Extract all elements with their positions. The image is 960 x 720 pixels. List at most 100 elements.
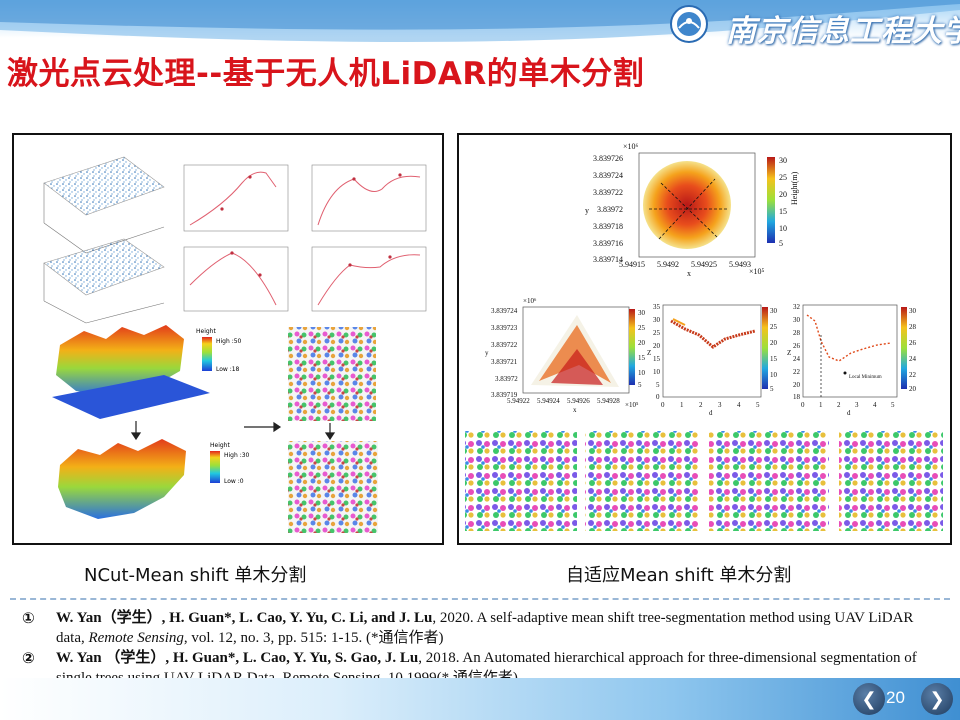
legend-high-top: High :50 [216, 338, 242, 345]
colorbar-tick: 24 [909, 355, 917, 363]
reference-list: ① W. Yan（学生）, H. Guan*, L. Cao, Y. Yu, C… [18, 608, 918, 688]
y-axis-label: Z [787, 349, 791, 357]
ncut-figure: Height High :50 Low :18 Height High :30 … [43, 156, 427, 533]
y-tick: 3.839719 [491, 391, 518, 399]
colorbar [901, 307, 907, 389]
legend-low-top: Low :18 [216, 366, 240, 373]
x-tick: 2 [699, 401, 703, 409]
profile-z-plot: 35 30 25 20 15 10 5 0 Z 0 1 2 3 4 5 d 30… [647, 303, 778, 417]
y-tick: 26 [793, 342, 801, 350]
height-cloud-bottom: Height High :30 Low :0 [58, 439, 250, 519]
x-tick: 1 [819, 401, 823, 409]
right-figure-panel: ×10⁶ 3.839726 3.839724 3.839722 3.83972 … [457, 133, 952, 545]
y-tick: 32 [793, 303, 801, 311]
x-tick: 5.94926 [567, 397, 590, 405]
header-wave [0, 0, 960, 43]
x-tick: 2 [837, 401, 841, 409]
colorbar-tick: 20 [779, 190, 787, 199]
colorbar-tick: 15 [770, 355, 778, 363]
colorbar [629, 309, 635, 385]
reference-authors: W. Yan（学生）, H. Guan*, L. Cao, Y. Yu, C. … [56, 610, 433, 626]
colorbar-tick: 10 [770, 371, 778, 379]
colorbar [767, 157, 775, 243]
x-tick: 5.94924 [537, 397, 560, 405]
y-tick: 20 [793, 381, 801, 389]
y-tick: 3.839718 [593, 222, 623, 231]
x-tick: 0 [661, 401, 665, 409]
x-tick: 4 [737, 401, 741, 409]
segmentation-result-2 [585, 431, 699, 531]
colorbar-tick: 20 [909, 385, 917, 393]
colorbar-tick: 30 [638, 309, 646, 317]
segmentation-top [288, 327, 376, 421]
x-tick: 5.9492 [657, 260, 679, 269]
colorbar-tick: 5 [770, 385, 774, 393]
colorbar-tick: 25 [770, 323, 778, 331]
right-caption: 自适应Mean shift 单木分割 [566, 565, 792, 586]
segmentation-result-4 [839, 431, 943, 531]
x-axis-label: d [709, 409, 713, 417]
colorbar-tick: 15 [779, 207, 787, 216]
height-cloud-top: Height High :50 Low :18 [52, 325, 242, 419]
x-axis-label: d [847, 409, 851, 417]
reference-text: , 2020. A self-adaptive mean shift tree-… [56, 610, 914, 646]
y-tick: 3.83972 [597, 205, 623, 214]
surface-plot-bottom [43, 238, 165, 324]
y-tick: 3.839726 [593, 154, 623, 163]
x-tick: 5.94915 [619, 260, 645, 269]
x-exponent: ×10⁵ [749, 267, 765, 276]
segmentation-result-3 [709, 431, 829, 531]
y-tick: 28 [793, 329, 801, 337]
colorbar-tick: 10 [638, 369, 646, 377]
colorbar-label: Height(m) [790, 171, 799, 205]
segmentation-result-1 [465, 431, 577, 531]
legend-high-bottom: High :30 [224, 452, 250, 459]
adaptive-meanshift-figure: ×10⁶ 3.839726 3.839724 3.839722 3.83972 … [465, 142, 943, 531]
left-caption: NCut-Mean shift 单木分割 [84, 565, 307, 586]
x-exponent: ×10⁵ [625, 401, 639, 409]
exponent-label: ×10⁶ [523, 297, 537, 305]
y-axis-label: Z [647, 349, 651, 357]
y-tick: 35 [653, 303, 661, 311]
colorbar-tick: 20 [638, 339, 646, 347]
y-tick: 3.839724 [593, 171, 623, 180]
colorbar-tick: 30 [909, 307, 917, 315]
school-name: 南京信息工程大学 [726, 14, 960, 49]
flow-arrows [130, 421, 336, 441]
footer-band [0, 678, 960, 720]
colorbar-tick: 10 [779, 224, 787, 233]
crown-section-plot: ×10⁶ 3.839724 3.839723 3.839722 3.839721… [485, 297, 646, 414]
y-tick: 0 [656, 393, 660, 401]
next-slide-button[interactable]: ❯ [921, 683, 953, 715]
x-axis-label: x [573, 406, 577, 414]
profile-plot-3 [183, 246, 289, 312]
colorbar-tick: 28 [909, 323, 917, 331]
legend-title-bottom: Height [210, 442, 230, 449]
y-tick: 5 [656, 381, 660, 389]
y-tick: 3.83972 [495, 375, 518, 383]
x-tick: 5 [756, 401, 760, 409]
y-tick: 20 [653, 342, 661, 350]
page-number: 20 [886, 688, 905, 707]
x-tick: 5.94925 [691, 260, 717, 269]
y-tick: 15 [653, 355, 661, 363]
page-title: 激光点云处理--基于无人机LiDAR的单木分割 [7, 56, 645, 92]
colorbar-tick: 5 [638, 381, 642, 389]
previous-slide-button[interactable]: ❮ [853, 683, 885, 715]
legend-title-top: Height [196, 328, 216, 335]
y-tick: 30 [793, 316, 801, 324]
university-logo [670, 5, 708, 43]
y-tick: 30 [653, 316, 661, 324]
x-tick: 5.94928 [597, 397, 620, 405]
y-axis-label: y [585, 206, 589, 215]
left-figure-panel: Height High :50 Low :18 Height High :30 … [12, 133, 444, 545]
y-tick: 3.839714 [593, 255, 623, 264]
y-tick: 3.839721 [491, 358, 518, 366]
x-tick: 5.9493 [729, 260, 751, 269]
colorbar-tick: 30 [770, 307, 778, 315]
y-tick: 24 [793, 355, 801, 363]
colorbar-tick: 5 [779, 239, 783, 248]
colorbar-tick: 22 [909, 371, 917, 379]
x-tick: 3 [855, 401, 859, 409]
x-tick: 3 [718, 401, 722, 409]
